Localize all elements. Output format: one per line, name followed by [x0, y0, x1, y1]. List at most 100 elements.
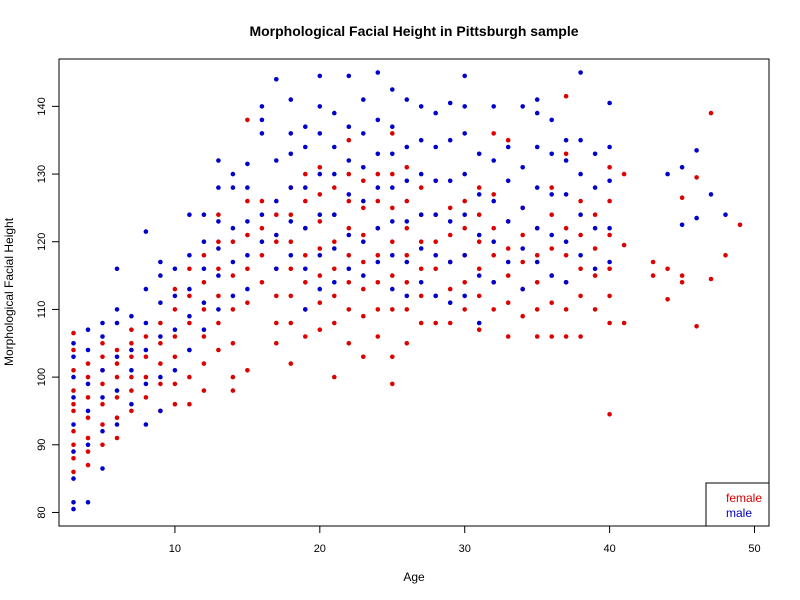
data-point-female [274, 212, 279, 217]
data-point-female [288, 239, 294, 244]
data-point-female [346, 341, 352, 346]
data-point-female [85, 449, 91, 454]
data-point-female [317, 246, 323, 251]
data-point-female [143, 354, 149, 360]
data-point-female [216, 293, 221, 299]
data-point-male [187, 253, 192, 258]
data-point-male [505, 178, 511, 184]
data-point-male [520, 205, 525, 211]
data-point-female [505, 137, 511, 143]
data-point-male [274, 198, 279, 204]
data-point-female [317, 327, 323, 333]
data-point-female [462, 198, 468, 204]
data-point-male [317, 73, 323, 79]
data-point-male [563, 192, 569, 197]
data-point-female [71, 408, 76, 414]
data-point-female [549, 300, 554, 306]
data-point-female [375, 253, 381, 258]
data-point-male [317, 104, 323, 109]
data-point-male [216, 185, 221, 190]
data-point-male [476, 151, 482, 157]
y-axis-label: Morphological Facial Height [2, 217, 16, 366]
data-point-female [85, 395, 91, 400]
data-point-male [158, 334, 163, 339]
data-point-female [346, 307, 352, 312]
data-point-female [245, 117, 250, 123]
data-point-male [71, 506, 76, 512]
data-point-male [201, 212, 207, 217]
data-point-male [491, 239, 497, 244]
plot-area-border [58, 58, 770, 527]
data-point-female [361, 354, 366, 360]
data-point-male [259, 131, 265, 136]
data-point-female [476, 239, 482, 244]
data-point-male [143, 347, 149, 353]
data-point-female [578, 232, 583, 238]
data-point-female [332, 374, 337, 380]
data-point-male [85, 442, 91, 448]
data-point-male [534, 185, 540, 190]
data-point-female [143, 334, 149, 339]
data-point-female [129, 388, 134, 393]
y-axis: 80 90 100 110 120 130 140 [36, 97, 60, 519]
data-point-male [216, 273, 221, 278]
data-point-female [476, 185, 482, 190]
data-point-male [447, 178, 453, 184]
data-point-male [505, 219, 511, 224]
data-point-female [332, 266, 337, 272]
data-point-female [143, 374, 149, 380]
data-point-female [447, 320, 453, 326]
data-point-female [71, 347, 76, 353]
data-point-male [433, 144, 439, 150]
data-point-female [404, 165, 410, 170]
data-point-male [259, 212, 265, 217]
data-point-female [390, 239, 395, 244]
data-point-male [245, 286, 250, 292]
data-point-male [447, 259, 453, 265]
data-point-male [274, 77, 279, 82]
data-point-female [288, 266, 294, 272]
data-point-female [491, 131, 497, 136]
data-point-female [346, 280, 352, 285]
data-point-male [505, 144, 511, 150]
data-point-female [665, 297, 670, 302]
data-point-male [288, 185, 294, 190]
data-point-male [491, 158, 497, 163]
data-point-male [476, 273, 482, 278]
data-point-male [404, 97, 410, 102]
data-point-male [390, 286, 395, 292]
data-point-male [578, 253, 583, 258]
data-point-male [390, 253, 395, 258]
data-point-female [332, 185, 337, 190]
data-point-male [71, 374, 76, 380]
data-point-male [491, 198, 497, 204]
data-point-male [245, 161, 250, 167]
data-point-female [158, 341, 163, 346]
data-point-male [563, 239, 569, 244]
data-point-female [361, 286, 366, 292]
data-point-female [520, 313, 525, 319]
data-point-male [114, 354, 120, 360]
data-point-female [100, 401, 105, 407]
data-point-male [100, 334, 105, 339]
data-point-female [433, 266, 439, 272]
data-point-male [274, 232, 279, 238]
data-point-female [114, 395, 120, 400]
data-point-female [578, 293, 583, 299]
data-point-female [187, 293, 192, 299]
data-point-female [520, 259, 525, 265]
data-point-male [665, 171, 670, 177]
chart-title: Morphological Facial Height in Pittsburg… [249, 23, 578, 39]
data-point-male [71, 422, 76, 427]
data-point-female [230, 341, 236, 346]
data-point-female [390, 381, 395, 387]
data-point-female [317, 165, 323, 170]
data-point-male [708, 192, 714, 197]
data-point-male [462, 253, 468, 258]
data-point-female [563, 307, 569, 312]
y-tick-label: 80 [36, 506, 48, 518]
data-point-female [317, 300, 323, 306]
data-point-female [491, 225, 497, 231]
data-point-female [332, 293, 337, 299]
